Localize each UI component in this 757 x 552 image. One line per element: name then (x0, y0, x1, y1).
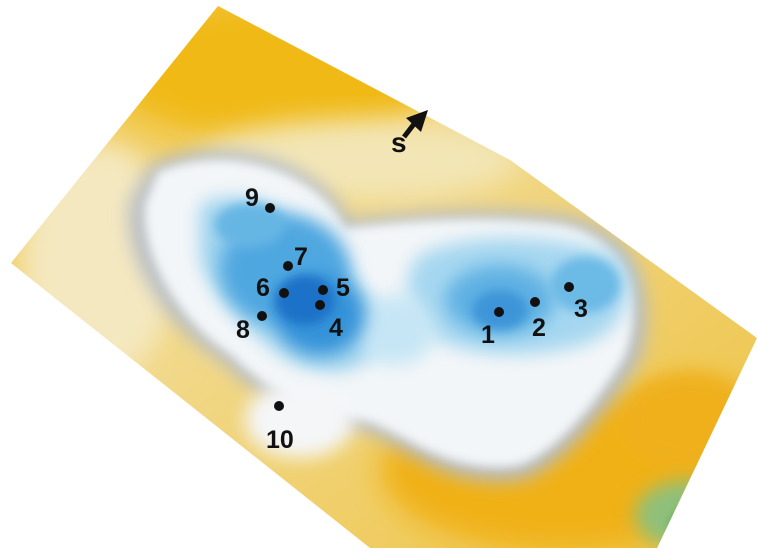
sample-point-8[interactable]: 8 (236, 311, 267, 344)
point-marker (257, 311, 267, 321)
sample-point-7[interactable]: 7 (283, 243, 308, 271)
point-label: 1 (481, 321, 495, 349)
sample-point-5[interactable]: 5 (318, 274, 350, 302)
sample-point-10[interactable]: 10 (266, 401, 294, 454)
sample-point-9[interactable]: 9 (245, 184, 275, 213)
north-arrow-label: s (391, 127, 407, 158)
point-marker (315, 300, 325, 310)
point-marker (494, 307, 504, 317)
north-arrow: s (391, 110, 428, 158)
sample-point-3[interactable]: 3 (564, 282, 588, 323)
sample-point-4[interactable]: 4 (315, 300, 343, 342)
point-label: 9 (245, 184, 259, 212)
sample-point-6[interactable]: 6 (256, 274, 289, 302)
point-marker (318, 285, 328, 295)
point-label: 5 (336, 274, 350, 302)
point-label: 7 (294, 243, 308, 271)
point-marker (564, 282, 574, 292)
sample-point-2[interactable]: 2 (530, 297, 546, 342)
point-label: 3 (574, 295, 588, 323)
point-label: 6 (256, 274, 270, 302)
sample-point-1[interactable]: 1 (481, 307, 504, 349)
point-label: 2 (532, 314, 546, 342)
point-label: 8 (236, 316, 250, 344)
point-label: 10 (266, 426, 294, 454)
point-marker (274, 401, 284, 411)
point-marker (530, 297, 540, 307)
sample-points: 1 2 3 4 5 6 7 8 (236, 184, 588, 454)
point-marker (283, 261, 293, 271)
point-label: 4 (329, 314, 343, 342)
point-marker (279, 288, 289, 298)
point-marker (265, 203, 275, 213)
